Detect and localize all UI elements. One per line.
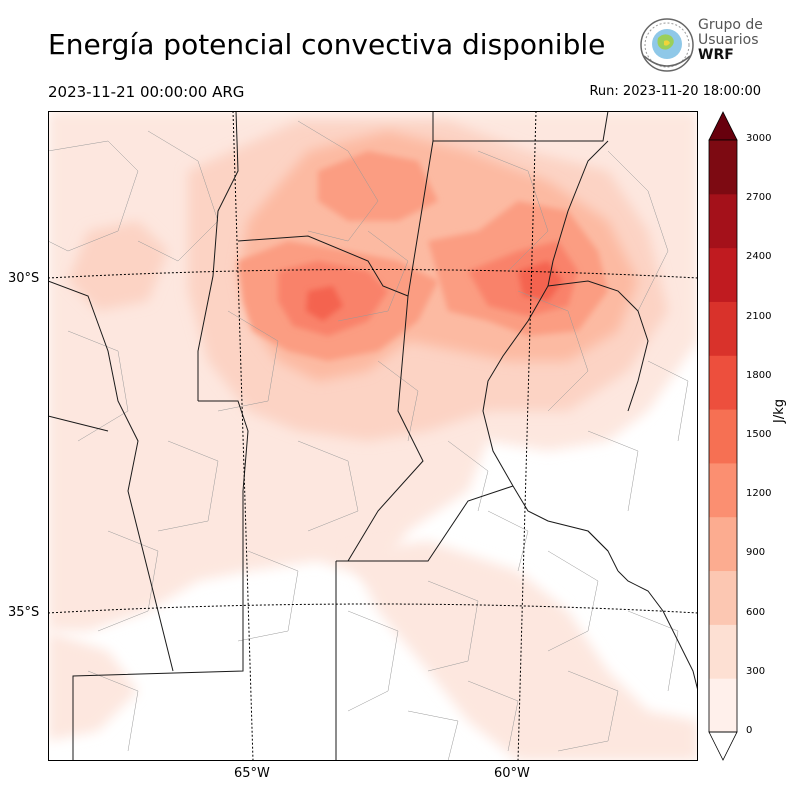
colorbar-bin — [709, 193, 737, 249]
cape-contour-region — [348, 541, 698, 761]
cape-map: 30°S 35°S 65°W 60°W — [8, 111, 698, 781]
colorbar-tick-label: 2400 — [746, 251, 772, 263]
colorbar-tick-label: 300 — [746, 665, 766, 677]
logo-line-1: Grupo de — [698, 17, 763, 33]
wrf-logo: Grupo de Usuarios WRF — [638, 16, 768, 76]
departmental-boundaries — [48, 120, 689, 761]
logo-line-3: WRF — [698, 47, 734, 63]
colorbar-bins — [709, 140, 737, 733]
colorbar-bin — [709, 140, 737, 195]
colorbar-tick-label: 3000 — [746, 133, 772, 144]
colorbar-tick-label: 2700 — [746, 192, 772, 204]
colorbar-tick-label: 1500 — [746, 429, 772, 440]
map-title: Energía potencial convectiva disponible — [48, 28, 606, 61]
cape-field — [48, 111, 698, 761]
logo-line-2: Usuarios — [698, 32, 759, 48]
colorbar-bar — [708, 111, 738, 761]
colorbar-tick-label: 2100 — [746, 310, 772, 322]
colorbar-over-arrow — [708, 111, 738, 141]
map-frame — [48, 111, 698, 761]
colorbar-bin — [709, 355, 737, 410]
logo-wordmark: Grupo de Usuarios WRF — [698, 18, 763, 63]
valid-time: 2023-11-21 00:00:00 ARG — [48, 83, 245, 101]
colorbar-bin — [709, 301, 737, 356]
cape-contour-region — [318, 151, 438, 221]
colorbar-under-arrow — [708, 731, 738, 761]
cape-contour-region — [306, 286, 343, 321]
map-canvas — [48, 111, 698, 761]
colorbar-tick-label: 1800 — [746, 369, 772, 381]
colorbar-bin — [709, 247, 737, 302]
lat-label-35s: 35°S — [8, 605, 40, 620]
colorbar-bin — [709, 462, 737, 518]
colorbar-tick-label: 0 — [746, 725, 753, 736]
colorbar-label: J/kg — [772, 399, 787, 423]
lon-label-60w: 60°W — [494, 766, 530, 781]
colorbar-bin — [709, 678, 737, 733]
colorbar: 0 300 600 900 1200 1500 1800 2100 2400 2700 3000 J… — [708, 111, 798, 766]
colorbar-bin — [709, 570, 737, 625]
globe-emblem-icon — [640, 18, 694, 72]
colorbar-tick-label: 900 — [746, 547, 766, 559]
run-time: Run: 2023-11-20 18:00:00 — [589, 84, 761, 99]
graticule — [48, 111, 698, 761]
cape-contour-region — [48, 631, 138, 741]
lon-label-65w: 65°W — [234, 766, 270, 781]
provincial-boundaries — [48, 111, 649, 761]
colorbar-bin — [709, 409, 737, 464]
colorbar-bin — [709, 624, 737, 679]
lat-label-30s: 30°S — [8, 271, 40, 286]
colorbar-tick-label: 1200 — [746, 488, 772, 500]
colorbar-bin — [709, 516, 737, 572]
colorbar-tick-label: 600 — [746, 606, 766, 618]
coastline — [587, 530, 698, 692]
